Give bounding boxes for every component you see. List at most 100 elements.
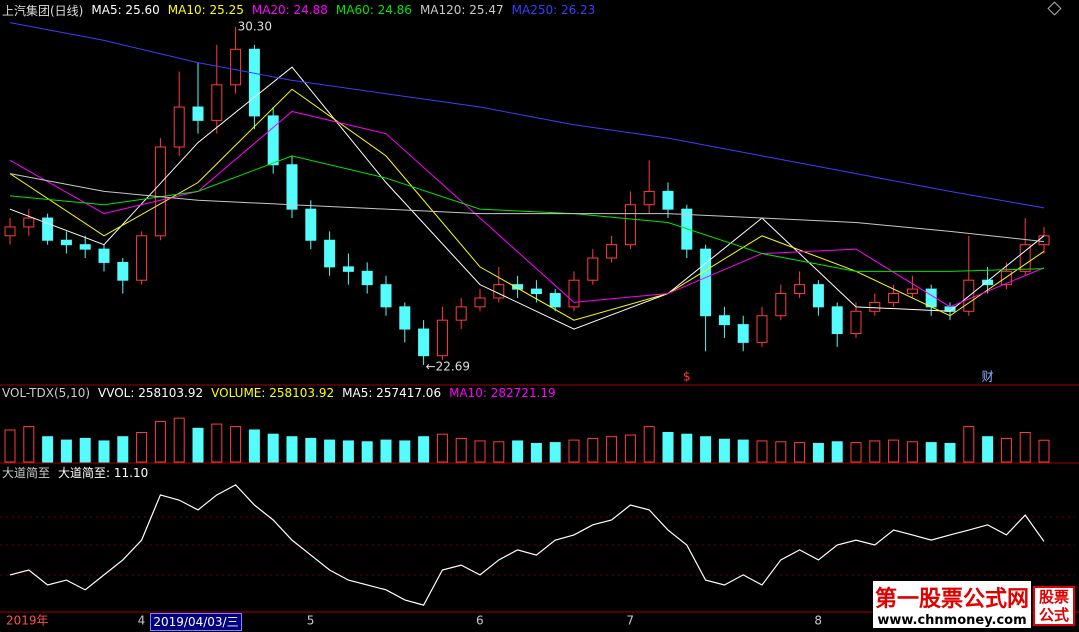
candle-body [643,190,655,206]
volume-bar [79,437,91,463]
legend-item: MA20: 24.88 [251,3,328,17]
watermark-name: 第一股票公式网 [872,581,1031,613]
candle-body [248,48,260,117]
max-annotation: 30.30 [238,20,272,34]
candle-body [624,204,636,246]
volume-bar [324,439,336,463]
candle-body [493,284,505,299]
candle-body [850,310,862,334]
volume-bar [549,442,561,463]
volume-bar [794,442,806,463]
candle-body [1000,270,1012,286]
volume-bar [775,441,787,463]
candle-body [192,106,204,121]
watermark-badge: 股票 公式 [1033,586,1075,626]
candle-body [286,164,298,210]
volume-bar [42,436,54,463]
candle-body [361,270,373,286]
x-tick-label: 5 [307,614,315,628]
candle-body [568,279,580,308]
event-marker: $ [683,370,691,384]
ma-line [9,173,1045,243]
candle-body [888,293,900,303]
legend-item: MA120: 25.47 [419,3,504,17]
volume-bar [418,436,430,463]
volume-bar [211,423,223,463]
candle-body [474,297,486,308]
candle-body [267,115,279,166]
volume-bar [1019,432,1031,463]
candle-body [60,239,72,246]
volume-bar [455,437,467,463]
candle-body [455,306,467,321]
volume-bar [831,441,843,463]
volume-bar [587,437,599,463]
candle-body [587,257,599,281]
cursor-date: 2019/04/03/三 [150,613,242,631]
badge-line: 股票 [1038,588,1069,606]
volume-bar [98,440,110,463]
volume-bar [267,433,279,463]
candle-body [756,315,768,343]
watermark-url: www.chnmoney.com [872,613,1031,628]
menu-icon[interactable] [1047,1,1062,16]
legend-item: MA5: 25.60 [91,3,160,17]
candle-body [700,248,712,317]
ma-line [9,66,1045,330]
volume-header: VOL-TDX(5,10) VVOL: 258103.92 VOLUME: 258… [2,385,556,401]
candle-body [549,293,561,308]
candle-body [342,266,354,272]
ma-line [9,88,1045,321]
candle-body [154,146,166,237]
volume-bar [399,440,411,463]
volume-bar [436,433,448,463]
x-tick-label: 4 [138,614,146,628]
candle-body [1038,235,1050,246]
legend-item: MA10: 25.25 [167,3,244,17]
volume-bar [737,439,749,463]
legend-item: VVOL: 258103.92 [98,386,204,400]
volume-bar [4,429,16,463]
volume-bar [60,439,72,463]
candle-body [136,235,148,281]
volume-bar [248,429,260,463]
candle-body [211,84,223,121]
candle-body [812,284,824,308]
candle-body [305,208,317,241]
legend-item: MA250: 26.23 [511,3,596,17]
candle-body [906,288,918,295]
volume-bar [1000,437,1012,463]
candle-body [324,239,336,268]
candle-body [173,106,185,148]
volume-bar [756,440,768,463]
candle-body [23,217,35,228]
volume-bar [906,441,918,463]
volume-bar [888,439,900,463]
min-annotation: ←22.69 [426,360,470,374]
candle-body [79,244,91,250]
candle-body [869,301,881,312]
candle-body [794,284,806,295]
volume-bar [850,442,862,463]
volume-bar [305,437,317,463]
x-tick-label: 2019年 [6,614,49,628]
volume-bar [624,434,636,463]
candle-body [775,293,787,317]
volume-bar [361,441,373,463]
candle-body [512,284,524,290]
ma-line [9,22,1045,209]
volume-bar [869,440,881,463]
candle-body [117,261,129,281]
candle-body [982,279,994,286]
volume-bar [1038,439,1050,463]
volume-bar [23,426,35,463]
x-tick-label: 7 [626,614,634,628]
volume-bar [136,432,148,463]
candle-body [98,248,110,263]
candle-body [737,324,749,343]
volume-bar [568,439,580,463]
volume-bar [606,436,618,463]
candle-body [530,288,542,295]
candle-body [230,48,242,86]
